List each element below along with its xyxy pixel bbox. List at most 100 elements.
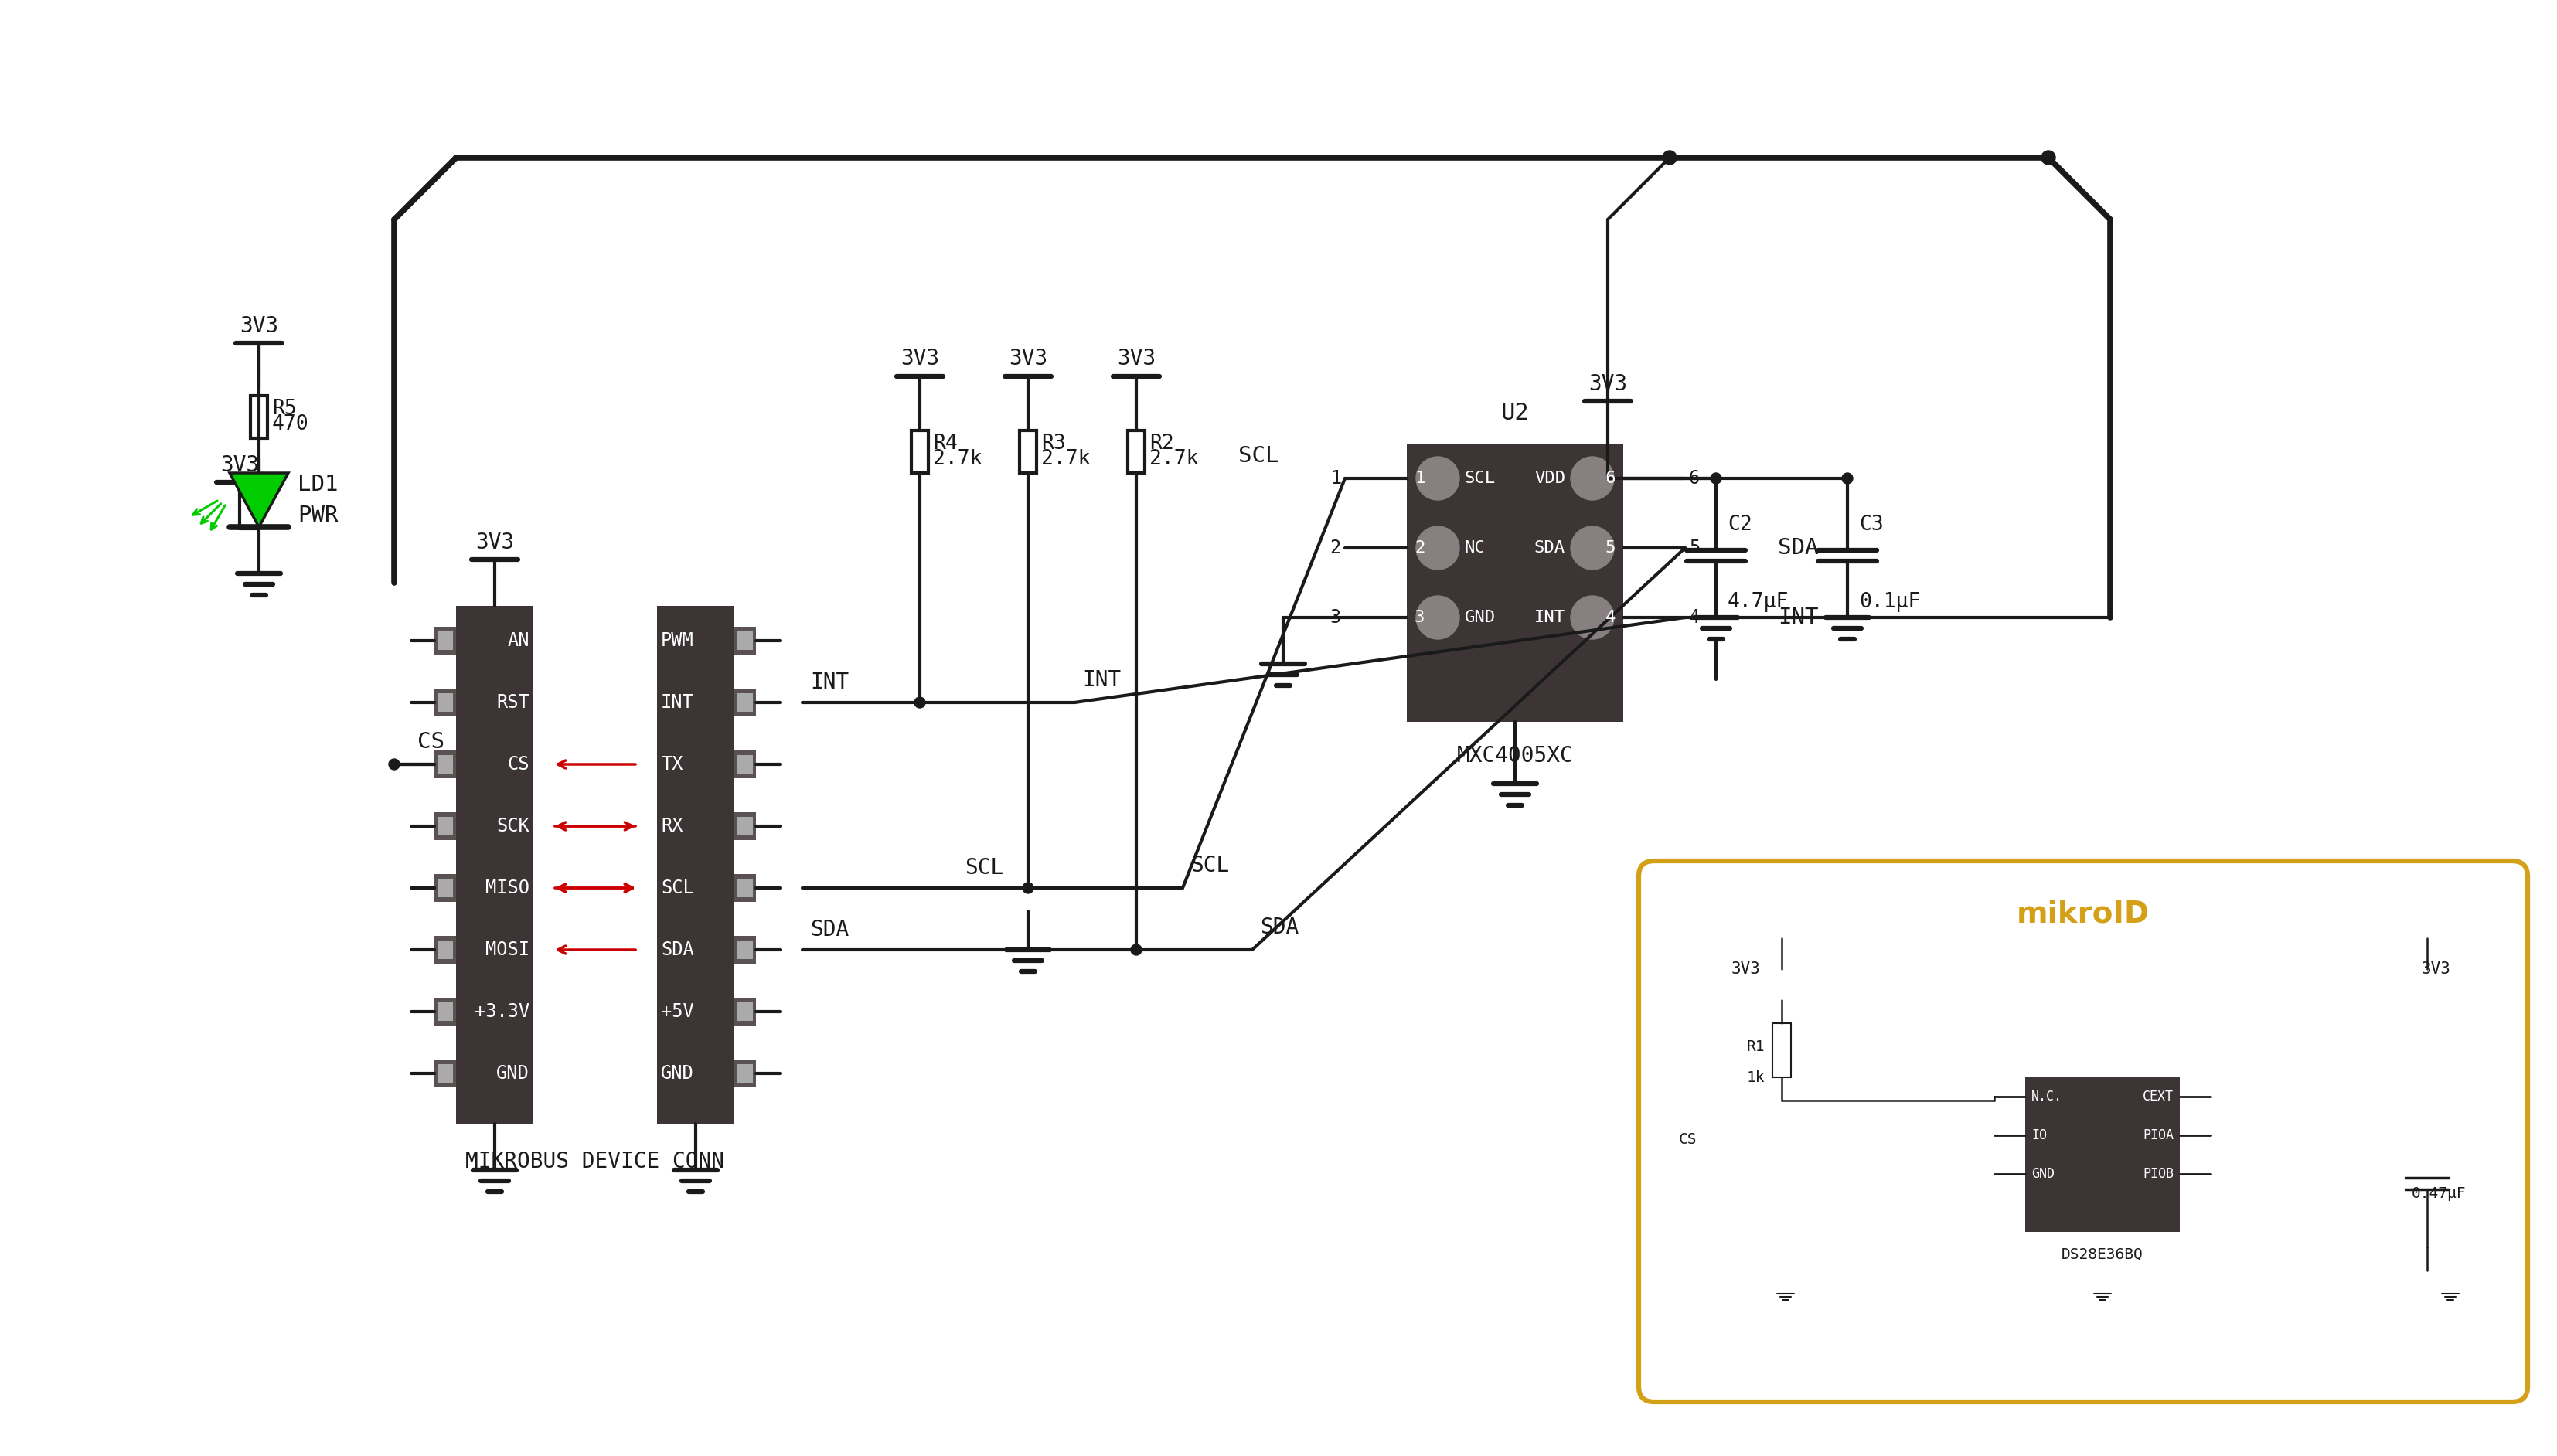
Circle shape xyxy=(1417,457,1460,499)
Text: SDA: SDA xyxy=(1534,540,1565,556)
Text: MOSI: MOSI xyxy=(486,941,529,960)
Text: IO: IO xyxy=(2030,1128,2046,1143)
Text: AN: AN xyxy=(506,632,529,649)
Text: 3V3: 3V3 xyxy=(220,454,258,476)
Text: R2: R2 xyxy=(1151,434,1174,454)
Bar xyxy=(437,817,453,836)
Text: PWM: PWM xyxy=(660,632,693,649)
Bar xyxy=(437,1002,453,1021)
Bar xyxy=(736,693,752,712)
Bar xyxy=(736,941,752,960)
Circle shape xyxy=(1570,457,1613,499)
Text: CS: CS xyxy=(506,756,529,773)
Text: 4: 4 xyxy=(1606,610,1616,625)
Text: 2.7k: 2.7k xyxy=(933,448,982,469)
Text: 3V3: 3V3 xyxy=(476,531,514,553)
Bar xyxy=(435,936,455,964)
Bar xyxy=(734,626,757,655)
Bar xyxy=(657,606,734,1124)
Text: 2: 2 xyxy=(1414,540,1424,556)
Text: mikroID: mikroID xyxy=(2017,900,2150,929)
Text: +5V: +5V xyxy=(660,1002,693,1021)
Circle shape xyxy=(1417,526,1460,569)
Text: 3V3: 3V3 xyxy=(1731,961,1762,977)
Text: 470: 470 xyxy=(271,415,309,434)
Bar xyxy=(435,689,455,716)
Text: GND: GND xyxy=(660,1064,693,1083)
Bar xyxy=(1406,444,1624,722)
Circle shape xyxy=(1570,526,1613,569)
Polygon shape xyxy=(230,473,289,527)
Bar xyxy=(437,941,453,960)
Bar xyxy=(437,879,453,897)
Circle shape xyxy=(1130,945,1140,955)
Text: INT: INT xyxy=(811,671,849,693)
Text: CEXT: CEXT xyxy=(2143,1089,2173,1104)
Text: 3V3: 3V3 xyxy=(1007,348,1048,370)
Bar xyxy=(736,632,752,649)
Bar xyxy=(437,693,453,712)
Bar xyxy=(437,1064,453,1083)
Text: 1: 1 xyxy=(1414,470,1424,486)
Text: SDA: SDA xyxy=(811,919,849,941)
Bar xyxy=(736,817,752,836)
Text: SDA: SDA xyxy=(1261,917,1299,938)
Circle shape xyxy=(1570,596,1613,639)
Text: SDA: SDA xyxy=(1777,537,1818,559)
Bar xyxy=(1128,430,1146,473)
Text: SDA: SDA xyxy=(660,941,693,960)
Text: RX: RX xyxy=(660,817,683,836)
Text: 5: 5 xyxy=(1606,540,1616,556)
Text: 3V3: 3V3 xyxy=(1117,348,1156,370)
Text: MXC4005XC: MXC4005XC xyxy=(1457,745,1573,767)
Text: SCK: SCK xyxy=(496,817,529,836)
Text: INT: INT xyxy=(1534,610,1565,625)
Text: INT: INT xyxy=(1082,670,1120,692)
Bar xyxy=(435,1060,455,1088)
Text: VDD: VDD xyxy=(1534,470,1565,486)
Text: PWR: PWR xyxy=(297,505,338,526)
Text: 4: 4 xyxy=(1690,609,1700,626)
Bar xyxy=(1020,430,1036,473)
Bar xyxy=(736,1002,752,1021)
Text: R5: R5 xyxy=(271,399,297,419)
Text: 3: 3 xyxy=(1414,610,1424,625)
Text: CS: CS xyxy=(1677,1131,1698,1146)
Bar xyxy=(435,750,455,779)
Text: 5: 5 xyxy=(1690,539,1700,558)
Text: MIKROBUS DEVICE CONN: MIKROBUS DEVICE CONN xyxy=(465,1150,724,1172)
Text: SCL: SCL xyxy=(660,879,693,897)
Text: SCL: SCL xyxy=(1238,446,1278,467)
Text: R3: R3 xyxy=(1041,434,1066,454)
Text: C2: C2 xyxy=(1729,515,1752,534)
Bar xyxy=(435,997,455,1025)
Circle shape xyxy=(1023,882,1033,894)
Bar xyxy=(2025,1077,2179,1232)
Text: 6: 6 xyxy=(1690,469,1700,488)
Bar xyxy=(435,626,455,655)
Text: 1k: 1k xyxy=(1746,1070,1764,1085)
Text: R1: R1 xyxy=(1746,1040,1764,1054)
Bar xyxy=(734,1060,757,1088)
Text: R4: R4 xyxy=(933,434,956,454)
Text: GND: GND xyxy=(1465,610,1496,625)
Bar xyxy=(910,430,928,473)
Text: TX: TX xyxy=(660,756,683,773)
Bar xyxy=(736,1064,752,1083)
Text: N.C.: N.C. xyxy=(2030,1089,2063,1104)
Text: INT: INT xyxy=(1777,607,1818,629)
Text: 3V3: 3V3 xyxy=(1588,373,1626,395)
Text: 3: 3 xyxy=(1330,609,1340,626)
Bar xyxy=(1772,1024,1790,1077)
Text: 2.7k: 2.7k xyxy=(1041,448,1089,469)
Text: RST: RST xyxy=(496,693,529,712)
Bar xyxy=(734,689,757,716)
Text: LD1: LD1 xyxy=(297,473,338,495)
Text: 3V3: 3V3 xyxy=(240,316,279,336)
Text: 4.7μF: 4.7μF xyxy=(1729,593,1790,612)
Text: +3.3V: +3.3V xyxy=(476,1002,529,1021)
Text: GND: GND xyxy=(496,1064,529,1083)
Bar xyxy=(734,812,757,840)
Bar xyxy=(734,997,757,1025)
Text: 3V3: 3V3 xyxy=(2421,961,2450,977)
